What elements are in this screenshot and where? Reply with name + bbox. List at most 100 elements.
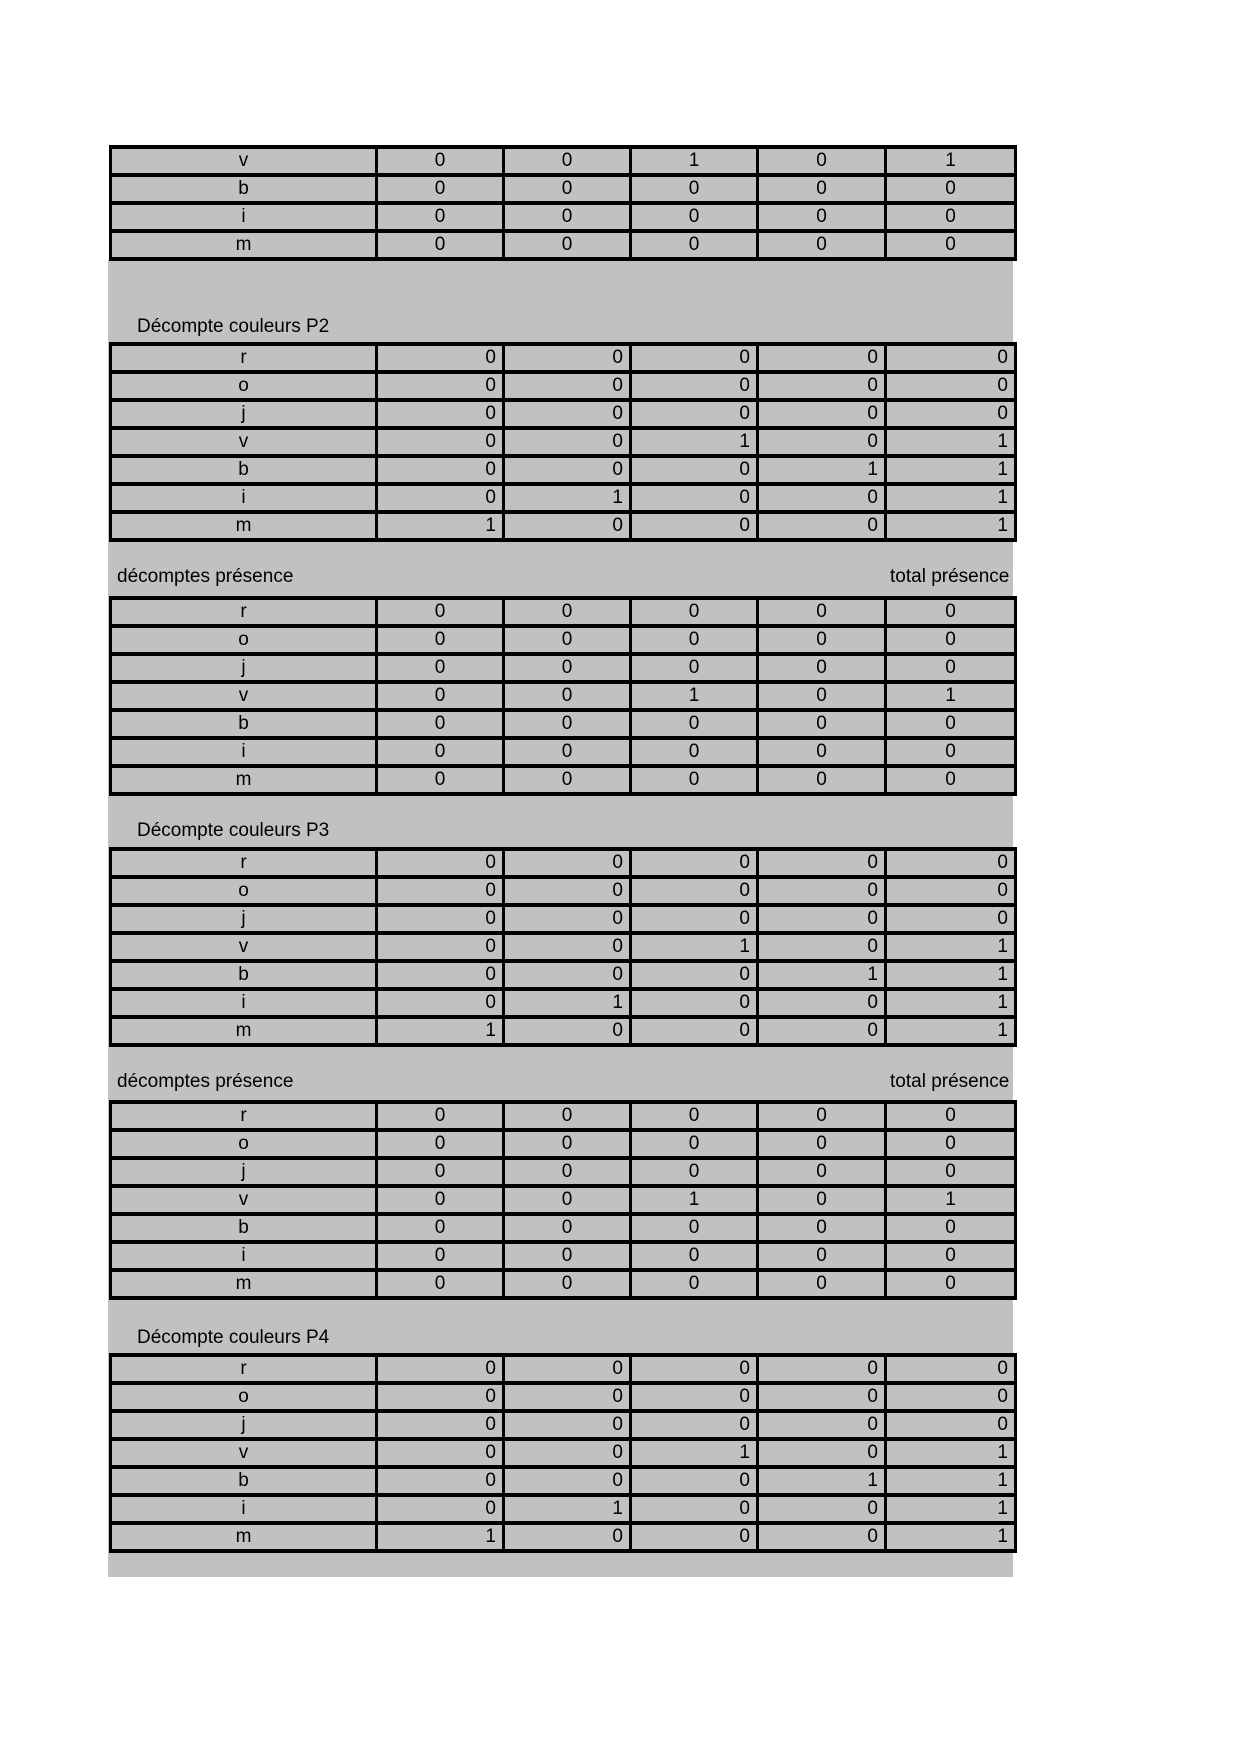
value-cell: 0 — [756, 1184, 887, 1216]
value-cell: 0 — [502, 342, 632, 374]
value-cell: 0 — [756, 201, 887, 233]
value-cell: 0 — [502, 764, 632, 796]
row-label: b — [109, 173, 378, 205]
row-label: b — [109, 1212, 378, 1244]
value-cell: 0 — [629, 847, 759, 879]
value-cell: 0 — [884, 370, 1017, 402]
value-cell: 0 — [756, 847, 887, 879]
value-cell: 0 — [756, 510, 887, 542]
value-cell: 0 — [884, 596, 1017, 628]
value-cell: 0 — [629, 342, 759, 374]
value-cell: 0 — [756, 708, 887, 740]
row-label: v — [109, 680, 378, 712]
value-cell: 0 — [502, 959, 632, 991]
value-cell: 0 — [756, 1212, 887, 1244]
value-cell: 1 — [884, 454, 1017, 486]
value-cell: 0 — [502, 510, 632, 542]
value-cell: 0 — [502, 1212, 632, 1244]
value-cell: 0 — [502, 1184, 632, 1216]
value-cell: 0 — [756, 1240, 887, 1272]
value-cell: 0 — [756, 987, 887, 1019]
section-heading-decompte-p3: Décompte couleurs P3 — [137, 820, 330, 841]
value-cell: 0 — [756, 1381, 887, 1413]
row-label: o — [109, 370, 378, 402]
row-label: m — [109, 764, 378, 796]
value-cell: 1 — [884, 1437, 1017, 1469]
value-cell: 0 — [375, 1409, 505, 1441]
value-cell: 0 — [375, 1240, 505, 1272]
row-label: i — [109, 1493, 378, 1525]
row-label: r — [109, 342, 378, 374]
value-cell: 0 — [629, 624, 759, 656]
value-cell: 0 — [884, 736, 1017, 768]
value-cell: 0 — [756, 736, 887, 768]
value-cell: 1 — [629, 931, 759, 963]
value-cell: 1 — [629, 1437, 759, 1469]
value-cell: 0 — [884, 875, 1017, 907]
value-cell: 1 — [502, 1493, 632, 1525]
value-cell: 0 — [756, 624, 887, 656]
value-cell: 0 — [756, 1100, 887, 1132]
value-cell: 1 — [629, 680, 759, 712]
value-cell: 0 — [629, 1521, 759, 1553]
row-label: v — [109, 931, 378, 963]
value-cell: 0 — [756, 1268, 887, 1300]
value-cell: 0 — [375, 847, 505, 879]
value-cell: 1 — [375, 1521, 505, 1553]
value-cell: 0 — [375, 931, 505, 963]
section-heading-decompte-p2: Décompte couleurs P2 — [137, 316, 330, 337]
value-cell: 0 — [629, 736, 759, 768]
value-cell: 0 — [629, 596, 759, 628]
row-label: b — [109, 454, 378, 486]
row-label: r — [109, 1353, 378, 1385]
value-cell: 1 — [884, 426, 1017, 458]
value-cell: 0 — [375, 959, 505, 991]
value-cell: 0 — [884, 1381, 1017, 1413]
value-cell: 0 — [884, 1212, 1017, 1244]
value-cell: 0 — [756, 1409, 887, 1441]
value-cell: 0 — [884, 708, 1017, 740]
row-label: o — [109, 1381, 378, 1413]
value-cell: 0 — [502, 173, 632, 205]
value-cell: 0 — [629, 173, 759, 205]
value-cell: 1 — [756, 1465, 887, 1497]
row-label: v — [109, 145, 378, 177]
value-cell: 0 — [629, 1409, 759, 1441]
value-cell: 0 — [884, 1240, 1017, 1272]
row-label: m — [109, 1268, 378, 1300]
value-cell: 1 — [884, 510, 1017, 542]
value-cell: 0 — [375, 229, 505, 261]
row-label: m — [109, 1521, 378, 1553]
value-cell: 0 — [629, 398, 759, 430]
value-cell: 1 — [884, 680, 1017, 712]
value-cell: 0 — [629, 229, 759, 261]
value-cell: 0 — [629, 510, 759, 542]
value-cell: 1 — [884, 959, 1017, 991]
value-cell: 1 — [756, 959, 887, 991]
value-cell: 0 — [502, 398, 632, 430]
value-cell: 0 — [502, 1409, 632, 1441]
value-cell: 0 — [375, 1212, 505, 1244]
value-cell: 1 — [884, 1465, 1017, 1497]
value-cell: 0 — [375, 1156, 505, 1188]
section-heading-decomptes-presence-2: décomptes présence — [117, 1071, 294, 1092]
value-cell: 0 — [629, 959, 759, 991]
value-cell: 0 — [502, 1156, 632, 1188]
value-cell: 0 — [502, 1465, 632, 1497]
value-cell: 1 — [756, 454, 887, 486]
